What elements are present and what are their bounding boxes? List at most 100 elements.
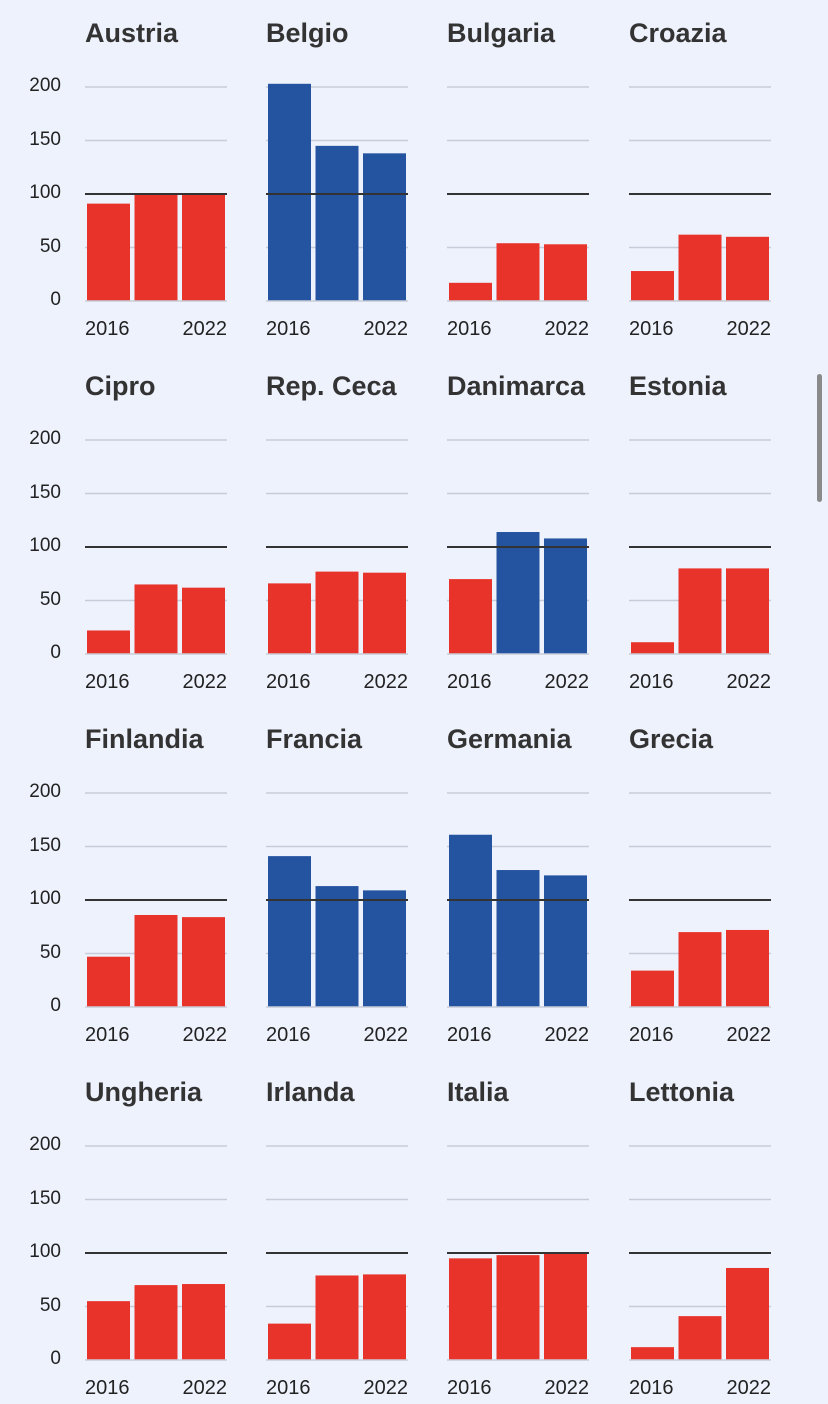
panel-rep-ceca: Rep. Ceca 2016 2022 [266, 353, 506, 693]
panel-title: Danimarca [447, 371, 586, 401]
panel-title: Bulgaria [447, 18, 556, 48]
bar [87, 203, 130, 301]
bar [726, 236, 769, 301]
panel-title: Belgio [266, 18, 349, 48]
x-tick-label: 2022 [545, 318, 590, 340]
panel-title: Grecia [629, 724, 714, 754]
panel-lettonia: Lettonia 2016 2022 [629, 1059, 828, 1399]
bar [631, 970, 674, 1007]
bar [363, 1274, 406, 1360]
x-tick-label: 2022 [183, 318, 228, 340]
x-tick-label: 2016 [447, 1024, 492, 1046]
bar [315, 571, 359, 654]
x-tick-label: 2016 [85, 1377, 130, 1399]
panel-title: Rep. Ceca [266, 371, 397, 401]
panel-estonia: Estonia 2016 2022 [629, 353, 828, 693]
panel-plot: 2016 2022 [266, 439, 409, 693]
x-tick-label: 2016 [447, 1377, 492, 1399]
y-tick-label: 100 [29, 1241, 61, 1262]
bar [87, 956, 130, 1007]
x-tick-label: 2016 [629, 671, 674, 693]
bar [678, 234, 722, 301]
panel-plot: 2016 2022 [629, 1145, 772, 1399]
x-tick-label: 2022 [727, 1024, 772, 1046]
x-tick-label: 2022 [364, 1024, 409, 1046]
panel-plot: 2016 2022 [85, 1145, 228, 1399]
bar [726, 929, 769, 1007]
panel-title: Francia [266, 724, 363, 754]
y-tick-label: 0 [50, 642, 61, 663]
y-tick-label: 100 [29, 888, 61, 909]
panel-danimarca: Danimarca 2016 2022 [447, 353, 687, 693]
bar [544, 1253, 587, 1360]
y-tick-label: 50 [39, 588, 61, 610]
scrollbar[interactable] [817, 374, 822, 502]
bar [268, 856, 311, 1007]
x-tick-label: 2022 [364, 318, 409, 340]
bar [496, 870, 540, 1007]
y-tick-label: 0 [50, 1348, 61, 1369]
bar [315, 886, 359, 1007]
x-tick-label: 2022 [545, 1377, 590, 1399]
panel-irlanda: Irlanda 2016 2022 [266, 1059, 506, 1399]
bar [678, 932, 722, 1007]
panel-plot: 2016 2022 [629, 439, 771, 693]
panel-plot: 2016 2022 [266, 83, 409, 340]
bar [268, 1323, 311, 1360]
panel-cipro: Cipro 2016 2022 [85, 353, 325, 693]
panel-title: Austria [85, 18, 179, 48]
y-tick-label: 150 [29, 1187, 61, 1209]
x-tick-label: 2022 [364, 671, 409, 693]
panel-title: Italia [447, 1077, 509, 1107]
bar [449, 834, 492, 1007]
bar [544, 538, 587, 654]
y-tick-label: 100 [29, 182, 61, 203]
panel-title: Estonia [629, 371, 727, 401]
panel-plot: 2016 2022 [266, 1145, 408, 1399]
x-tick-label: 2016 [85, 1024, 130, 1046]
x-tick-label: 2022 [727, 1377, 772, 1399]
bar [268, 83, 311, 301]
bar [87, 630, 130, 654]
panel-plot: 2016 2022 [85, 439, 227, 693]
y-tick-label: 0 [50, 289, 61, 310]
panel-finlandia: Finlandia 2016 2022 [85, 706, 325, 1046]
panel-plot: 2016 2022 [266, 792, 409, 1046]
panel-title: Cipro [85, 371, 156, 401]
bar [544, 875, 587, 1007]
panel-croazia: Croazia 2016 2022 [629, 0, 828, 340]
y-tick-label: 200 [29, 75, 61, 96]
y-tick-label: 50 [39, 941, 61, 963]
x-tick-label: 2016 [266, 318, 311, 340]
panel-bulgaria: Bulgaria 2016 2022 [447, 0, 687, 340]
bar [449, 282, 492, 301]
y-tick-label: 50 [39, 1294, 61, 1316]
x-tick-label: 2016 [629, 318, 674, 340]
bar [87, 1301, 130, 1360]
panel-grecia: Grecia 2016 2022 [629, 706, 828, 1046]
bar [726, 1267, 769, 1360]
y-tick-label: 100 [29, 535, 61, 556]
y-tick-label: 150 [29, 481, 61, 503]
bar [268, 583, 311, 654]
y-tick-label: 150 [29, 128, 61, 150]
panel-plot: 2016 2022 [447, 792, 589, 1046]
bar [496, 532, 540, 654]
bar [631, 271, 674, 301]
panel-austria: Austria 2016 2022 [85, 0, 325, 340]
y-tick-label: 200 [29, 781, 61, 802]
bar [631, 642, 674, 654]
y-tick-label: 0 [50, 995, 61, 1016]
y-tick-label: 200 [29, 428, 61, 449]
bar [631, 1347, 674, 1360]
x-tick-label: 2022 [183, 1377, 228, 1399]
bar [134, 194, 178, 301]
bar [678, 568, 722, 654]
panel-title: Irlanda [266, 1077, 355, 1107]
bar [182, 1284, 225, 1360]
x-tick-label: 2016 [85, 318, 130, 340]
bar [449, 1258, 492, 1360]
panel-plot: 2016 2022 [85, 792, 227, 1046]
x-tick-label: 2022 [545, 671, 590, 693]
